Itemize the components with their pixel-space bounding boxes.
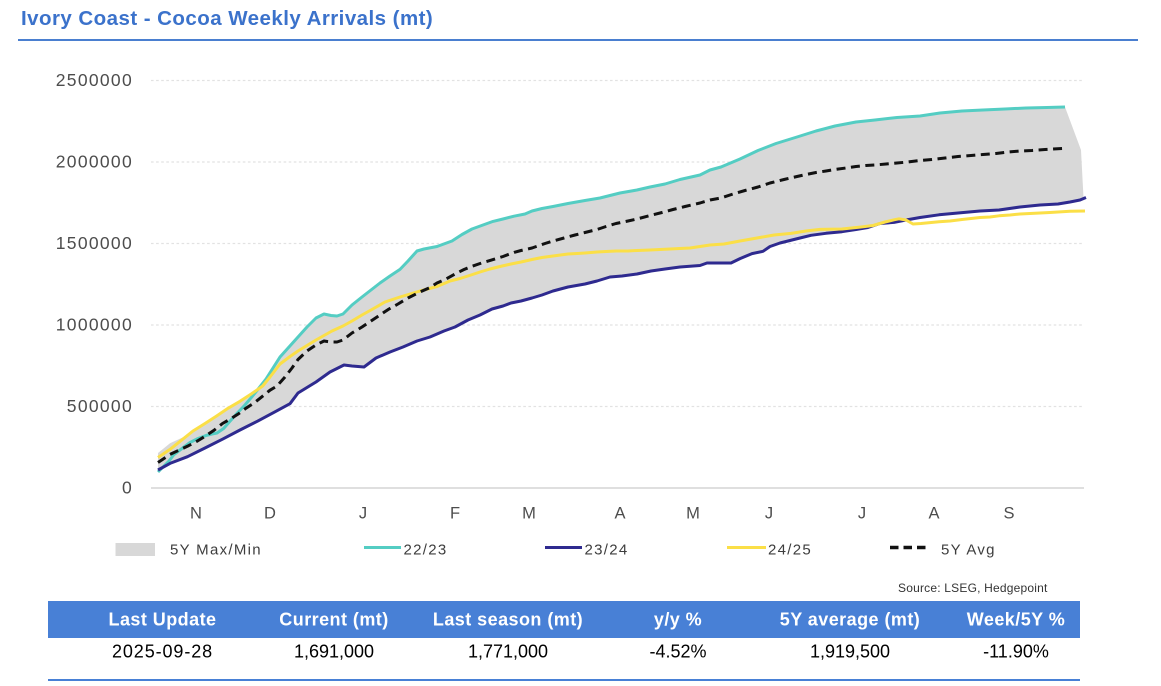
svg-text:5Y Max/Min: 5Y Max/Min (170, 542, 262, 559)
svg-text:23/24: 23/24 (585, 542, 629, 559)
svg-text:D: D (264, 505, 276, 523)
svg-text:J: J (359, 505, 367, 523)
svg-text:22/23: 22/23 (404, 542, 448, 559)
svg-text:500000: 500000 (67, 396, 133, 416)
svg-text:2500000: 2500000 (56, 70, 133, 90)
svg-text:S: S (1003, 505, 1014, 523)
svg-text:A: A (928, 505, 939, 523)
svg-text:0: 0 (122, 478, 133, 498)
svg-text:N: N (190, 505, 202, 523)
svg-text:J: J (858, 505, 866, 523)
svg-text:J: J (765, 505, 773, 523)
svg-text:F: F (450, 505, 460, 523)
svg-text:A: A (614, 505, 625, 523)
svg-text:2000000: 2000000 (56, 152, 133, 172)
svg-text:1000000: 1000000 (56, 315, 133, 335)
svg-text:1500000: 1500000 (56, 233, 133, 253)
svg-text:24/25: 24/25 (768, 542, 812, 559)
svg-text:M: M (522, 505, 536, 523)
svg-text:M: M (686, 505, 700, 523)
svg-text:5Y Avg: 5Y Avg (941, 542, 996, 559)
